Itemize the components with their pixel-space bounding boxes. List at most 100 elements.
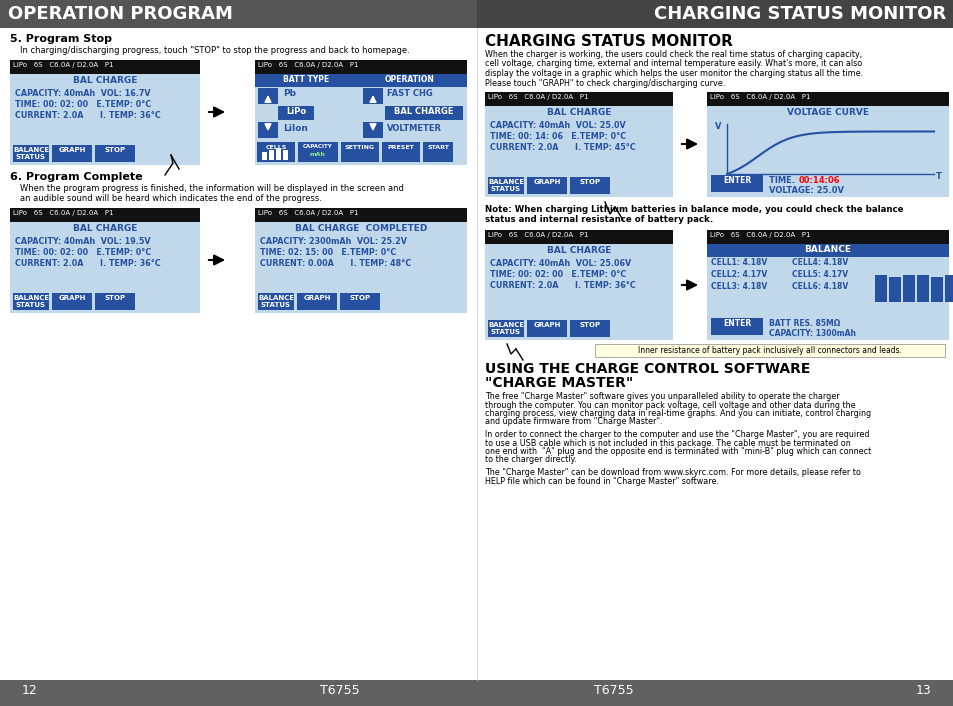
Text: BATT TYPE: BATT TYPE xyxy=(283,75,329,84)
Bar xyxy=(916,275,928,302)
Bar xyxy=(569,177,609,194)
Bar xyxy=(0,0,476,28)
Bar xyxy=(283,150,288,160)
Text: CELLS: CELLS xyxy=(265,145,287,150)
Bar xyxy=(339,293,379,310)
Text: CELL4: 4.18V: CELL4: 4.18V xyxy=(791,258,847,267)
Text: V: V xyxy=(714,122,720,131)
Text: 12: 12 xyxy=(22,684,38,697)
Text: to use a USB cable which is not included in this package. The cable must be term: to use a USB cable which is not included… xyxy=(484,438,850,448)
Text: CURRENT: 2.0A      I. TEMP: 36°C: CURRENT: 2.0A I. TEMP: 36°C xyxy=(490,281,635,290)
Bar xyxy=(95,145,135,162)
Text: CELL1: 4.18V: CELL1: 4.18V xyxy=(710,258,766,267)
Text: LiPo   6S   C6.0A / D2.0A   P1: LiPo 6S C6.0A / D2.0A P1 xyxy=(709,232,810,238)
Text: LiPo   6S   C6.0A / D2.0A   P1: LiPo 6S C6.0A / D2.0A P1 xyxy=(13,62,113,68)
Text: STOP: STOP xyxy=(349,295,370,301)
Bar xyxy=(595,344,944,357)
Text: VOLTMETER: VOLTMETER xyxy=(387,124,441,133)
Text: T: T xyxy=(935,172,941,181)
Text: TIME: 00: 02: 00   E.TEMP: 0°C: TIME: 00: 02: 00 E.TEMP: 0°C xyxy=(15,100,152,109)
Bar xyxy=(257,88,277,104)
Text: BATT RES. 85MΩ: BATT RES. 85MΩ xyxy=(768,319,840,328)
Bar xyxy=(256,142,294,162)
Text: CAPACITY: CAPACITY xyxy=(303,144,333,149)
Bar xyxy=(484,92,672,197)
Text: through the computer. You can monitor pack voltage, cell voltage and other data : through the computer. You can monitor pa… xyxy=(484,400,855,409)
Bar xyxy=(269,150,274,160)
Text: BALANCE
STATUS: BALANCE STATUS xyxy=(487,179,523,192)
Bar xyxy=(930,277,942,302)
Text: CAPACITY: 40mAh  VOL: 19.5V: CAPACITY: 40mAh VOL: 19.5V xyxy=(15,237,151,246)
Bar xyxy=(706,230,948,244)
Text: STOP: STOP xyxy=(578,322,600,328)
Text: USING THE CHARGE CONTROL SOFTWARE: USING THE CHARGE CONTROL SOFTWARE xyxy=(484,362,809,376)
Text: CAPACITY: 2300mAh  VOL: 25.2V: CAPACITY: 2300mAh VOL: 25.2V xyxy=(260,237,407,246)
Bar xyxy=(52,145,91,162)
Bar xyxy=(569,320,609,337)
Text: 13: 13 xyxy=(915,684,931,697)
Text: LiPo   6S   C6.0A / D2.0A   P1: LiPo 6S C6.0A / D2.0A P1 xyxy=(709,94,810,100)
Bar xyxy=(476,0,953,28)
Text: TIME.: TIME. xyxy=(768,176,802,185)
Text: BAL CHARGE: BAL CHARGE xyxy=(72,76,137,85)
Text: T6755: T6755 xyxy=(320,684,359,697)
Bar xyxy=(484,230,672,244)
Bar xyxy=(488,177,523,194)
Bar xyxy=(262,152,267,160)
Bar xyxy=(254,74,467,87)
Bar xyxy=(95,293,135,310)
Text: CELL6: 4.18V: CELL6: 4.18V xyxy=(791,282,847,291)
Text: BAL CHARGE  COMPLETED: BAL CHARGE COMPLETED xyxy=(294,224,427,233)
Text: CURRENT: 2.0A      I. TEMP: 36°C: CURRENT: 2.0A I. TEMP: 36°C xyxy=(15,259,161,268)
Bar xyxy=(888,277,900,302)
Bar xyxy=(10,208,200,222)
Bar xyxy=(254,208,467,313)
Text: BAL CHARGE: BAL CHARGE xyxy=(546,246,611,255)
Bar xyxy=(10,60,200,165)
Text: BAL CHARGE: BAL CHARGE xyxy=(546,108,611,117)
Bar xyxy=(488,320,523,337)
Text: Inner resistance of battery pack inclusively all connectors and leads.: Inner resistance of battery pack inclusi… xyxy=(638,346,901,355)
Bar xyxy=(363,88,382,104)
Text: CAPACITY: 40mAh  VOL: 25.0V: CAPACITY: 40mAh VOL: 25.0V xyxy=(490,121,625,130)
Bar xyxy=(706,244,948,257)
Bar xyxy=(526,177,566,194)
Text: GRAPH: GRAPH xyxy=(58,147,86,153)
Text: OPERATION PROGRAM: OPERATION PROGRAM xyxy=(8,5,233,23)
Text: LiPo   6S   C6.0A / D2.0A   P1: LiPo 6S C6.0A / D2.0A P1 xyxy=(13,210,113,216)
Text: one end with  "A" plug and the opposite end is terminated with "mini-B" plug whi: one end with "A" plug and the opposite e… xyxy=(484,447,870,456)
Text: 6. Program Complete: 6. Program Complete xyxy=(10,172,143,182)
Bar xyxy=(526,320,566,337)
Text: The free "Charge Master" software gives you unparalleled ability to operate the : The free "Charge Master" software gives … xyxy=(484,392,839,401)
Bar xyxy=(10,208,200,313)
Text: mAh: mAh xyxy=(310,152,326,157)
Bar xyxy=(10,60,200,74)
Text: BALANCE: BALANCE xyxy=(803,245,851,254)
Text: LiPo   6S   C6.0A / D2.0A   P1: LiPo 6S C6.0A / D2.0A P1 xyxy=(257,62,358,68)
Text: STOP: STOP xyxy=(104,295,126,301)
Text: T6755: T6755 xyxy=(594,684,633,697)
Text: LiPo   6S   C6.0A / D2.0A   P1: LiPo 6S C6.0A / D2.0A P1 xyxy=(257,210,358,216)
Bar xyxy=(296,293,336,310)
Text: SETTING: SETTING xyxy=(345,145,375,150)
Text: In order to connect the charger to the computer and use the "Charge Master", you: In order to connect the charger to the c… xyxy=(484,430,868,439)
Text: TIME: 00: 02: 00   E.TEMP: 0°C: TIME: 00: 02: 00 E.TEMP: 0°C xyxy=(490,270,625,279)
Text: CAPACITY: 40mAh  VOL: 16.7V: CAPACITY: 40mAh VOL: 16.7V xyxy=(15,89,151,98)
Bar xyxy=(254,60,467,165)
Text: The "Charge Master" can be download from www.skyrc.com. For more details, please: The "Charge Master" can be download from… xyxy=(484,468,860,477)
Text: CAPACITY: 40mAh  VOL: 25.06V: CAPACITY: 40mAh VOL: 25.06V xyxy=(490,259,631,268)
Text: OPERATION: OPERATION xyxy=(385,75,435,84)
Text: LiIon: LiIon xyxy=(283,124,308,133)
Bar xyxy=(0,680,953,706)
Text: CELL3: 4.18V: CELL3: 4.18V xyxy=(710,282,766,291)
Bar xyxy=(902,275,914,302)
Bar xyxy=(254,208,467,222)
Text: CHARGING STATUS MONITOR: CHARGING STATUS MONITOR xyxy=(484,34,732,49)
Text: Pb: Pb xyxy=(283,89,295,98)
Text: BALANCE
STATUS: BALANCE STATUS xyxy=(13,147,49,160)
Text: ENTER: ENTER xyxy=(722,319,750,328)
Text: START: START xyxy=(427,145,449,150)
Bar xyxy=(944,275,953,302)
Bar xyxy=(422,142,453,162)
Bar xyxy=(275,148,281,160)
